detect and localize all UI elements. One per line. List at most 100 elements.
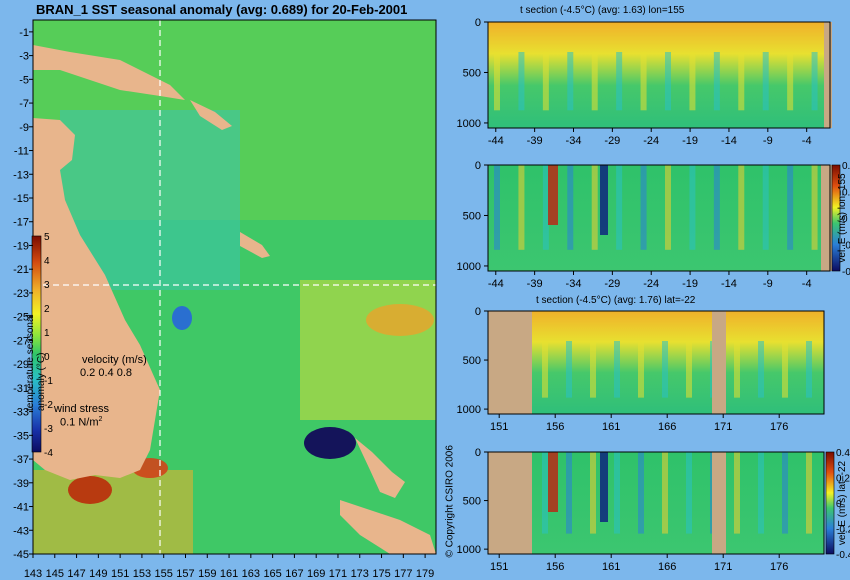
section-stripe (590, 452, 596, 534)
panel3-title: t section (-4.5°C) (avg: 1.76) lat=-22 (536, 295, 696, 306)
section-stripe (566, 452, 572, 534)
map-ytick-label: -37 (13, 454, 29, 466)
map-xtick-label: 169 (307, 568, 325, 580)
section-colorbar-tick: -0.2 (842, 241, 850, 252)
section-ytick-label: 1000 (457, 544, 481, 556)
section-xtick-label: -14 (721, 278, 737, 290)
land-new-guinea (33, 45, 185, 100)
map-ytick-label: -19 (13, 240, 29, 252)
section-xtick-label: -14 (721, 135, 737, 147)
colorbar-tick-label: -3 (44, 424, 53, 435)
section-stripe (662, 341, 668, 398)
section-colorbar (831, 164, 841, 272)
main-map-plot: 143 145 147 149 151 153 155 157 159 161 163 165 167 1… (13, 19, 437, 580)
section-xtick-label: -24 (643, 135, 659, 147)
map-ytick-label: -33 (13, 407, 29, 419)
map-ytick-label: -15 (13, 193, 29, 205)
section-colorbar-tick: 0 (836, 499, 842, 510)
section-stripe (542, 341, 548, 398)
section-stripe (734, 341, 740, 398)
map-xtick-label: 153 (133, 568, 151, 580)
section-land (712, 452, 726, 554)
section-stripe (738, 52, 745, 111)
colorbar-tick-label: 3 (44, 280, 50, 291)
section-stripe (567, 52, 574, 111)
section-stripe (665, 52, 671, 111)
section-frame (487, 164, 831, 272)
colorbar-tick-label: 5 (44, 232, 50, 243)
section-stripe (640, 52, 647, 111)
section-land (821, 165, 832, 271)
section-stripe (686, 452, 692, 534)
section-strong-east (548, 165, 558, 225)
map-xtick-label: 147 (67, 568, 85, 580)
section-ytick-label: 0 (475, 447, 481, 459)
section-xtick-label: -29 (604, 135, 620, 147)
section-colorbar-label: vel. E (m/s) lon=155 (837, 173, 848, 263)
section-field (488, 165, 830, 271)
colorbar-tick-label: -4 (44, 448, 53, 459)
map-xtick-label: 171 (329, 568, 347, 580)
velocity-legend-label: velocity (m/s) (82, 354, 147, 366)
cold-eddy-small (172, 306, 192, 330)
land-solomon-islands (190, 100, 232, 130)
section-stripe (734, 452, 740, 534)
map-ytick-label: -31 (13, 383, 29, 395)
colorbar-tick-label: 0 (44, 352, 50, 363)
section-stripe (806, 452, 812, 534)
map-ytick-label: -11 (14, 146, 29, 158)
cold-eddy (304, 427, 356, 459)
map-ytick-label: -9 (19, 122, 29, 134)
section-stripe (782, 452, 788, 534)
section-xtick-label: -44 (488, 278, 504, 290)
section-xtick-label: 176 (770, 421, 788, 433)
land-new-zealand-south (340, 500, 436, 554)
section-ytick-label: 500 (463, 496, 481, 508)
section-xtick-label: -34 (566, 278, 582, 290)
map-ytick-label: -5 (19, 74, 29, 86)
section-stripe (758, 341, 764, 398)
section-stripe (542, 52, 549, 111)
section-stripe (662, 452, 668, 534)
section-panel-1: -44 -39 -34 -29 -24 -19 -14 -9 -4 0 500 1000 (457, 17, 832, 147)
section-stripe (689, 165, 696, 250)
section-stripe (787, 52, 794, 111)
map-xtick-label: 179 (416, 568, 434, 580)
section-stripe (782, 341, 788, 398)
section-colorbar-tick: -0.2 (836, 525, 850, 536)
map-xtick-label: 155 (155, 568, 173, 580)
section-stripe (542, 165, 549, 250)
section-xtick-label: 156 (546, 421, 564, 433)
section-stripe (614, 452, 620, 534)
section-frame (487, 451, 825, 555)
section-stripe (811, 52, 818, 111)
section-stripe (591, 165, 598, 250)
section-stripe (738, 165, 745, 250)
map-xtick-label: 143 (24, 568, 42, 580)
colorbar-tick-label: 4 (44, 256, 50, 267)
map-xtick-label: 175 (372, 568, 390, 580)
map-xtick-label: 151 (111, 568, 129, 580)
section-stripe (567, 165, 574, 250)
section-stripe (494, 52, 500, 111)
main-map-title: BRAN_1 SST seasonal anomaly (avg: 0.689)… (36, 2, 408, 17)
section-xtick-label: 176 (770, 561, 788, 573)
colorbar-tick-label: 2 (44, 304, 50, 315)
section-xtick-label: -39 (527, 278, 543, 290)
section-strong-west (600, 165, 608, 235)
section-stripe (591, 52, 598, 111)
section-ytick-label: 1000 (457, 118, 481, 130)
section-stripe (686, 341, 692, 398)
map-ytick-label: -3 (19, 51, 29, 63)
velocity-legend-values: 0.2 0.4 0.8 (80, 367, 132, 379)
section-ytick-label: 500 (463, 355, 481, 367)
section-colorbar-tick: 0.2 (836, 474, 850, 485)
section-stripe (811, 165, 818, 250)
section-xtick-label: 171 (714, 561, 732, 573)
land-new-caledonia (240, 232, 270, 258)
map-xtick-label: 157 (176, 568, 194, 580)
colorbar-tick-label: -1 (44, 376, 53, 387)
section-field (488, 311, 824, 414)
map-ytick-label: -43 (13, 525, 29, 537)
